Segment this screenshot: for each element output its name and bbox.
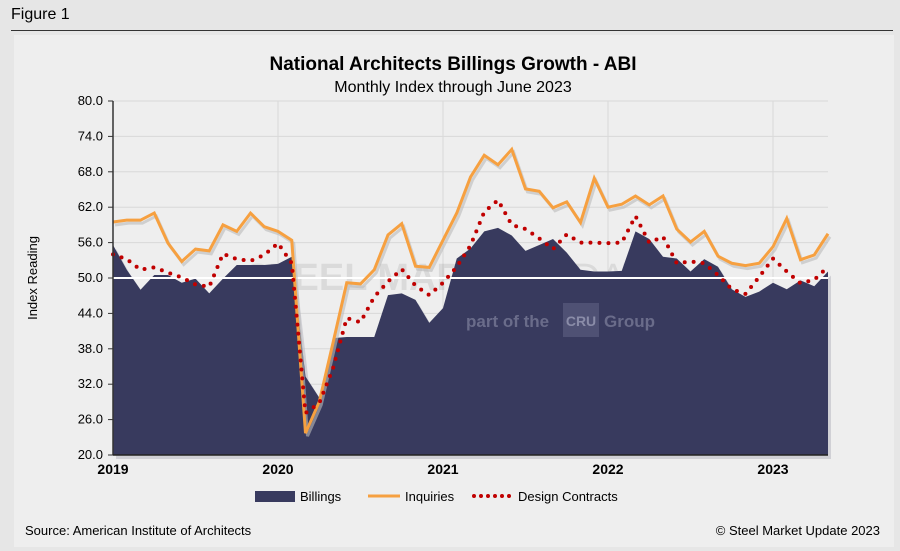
chart-subtitle: Monthly Index through June 2023	[334, 79, 572, 96]
legend-swatch-billings	[255, 491, 295, 502]
legend-label-inquiries: Inquiries	[405, 489, 455, 504]
series-layer	[111, 146, 832, 459]
watermark-group: Group	[604, 312, 655, 331]
watermark-part-of: part of the	[466, 312, 549, 331]
legend-label-billings: Billings	[300, 489, 342, 504]
inquiries-line	[112, 146, 830, 434]
x-tick-label: 2021	[427, 461, 458, 477]
x-tick-labels: 2019 2020 2021 2022 2023	[97, 461, 788, 477]
y-axis-label: Index Reading	[25, 236, 40, 320]
y-tick-label: 20.0	[78, 447, 103, 462]
y-tick-label: 26.0	[78, 412, 103, 427]
y-tick-label: 38.0	[78, 341, 103, 356]
y-tick-label: 62.0	[78, 199, 103, 214]
x-tick-label: 2023	[757, 461, 788, 477]
y-tick-label: 56.0	[78, 235, 103, 250]
y-tick-label: 32.0	[78, 376, 103, 391]
y-tick-label: 80.0	[78, 93, 103, 108]
billings-area	[113, 227, 828, 455]
axes	[108, 100, 828, 456]
legend-label-design-contracts: Design Contracts	[518, 489, 618, 504]
x-tick-label: 2019	[97, 461, 128, 477]
y-tick-label: 50.0	[78, 270, 103, 285]
header-divider	[11, 30, 893, 31]
cru-logo-box	[563, 303, 599, 337]
x-tick-label: 2020	[262, 461, 293, 477]
copyright-note: © Steel Market Update 2023	[716, 523, 880, 538]
x-tick-label: 2022	[592, 461, 623, 477]
y-tick-labels: 80.0 74.0 68.0 62.0 56.0 50.0 44.0 38.0 32.0 26.0…	[78, 93, 103, 462]
chart-title: National Architects Billings Growth - AB…	[269, 54, 636, 75]
y-tick-label: 44.0	[78, 305, 103, 320]
legend: Billings Inquiries Design Contracts	[255, 489, 618, 504]
source-note: Source: American Institute of Architects	[25, 523, 252, 538]
figure-label: Figure 1	[11, 6, 70, 23]
y-tick-label: 68.0	[78, 164, 103, 179]
y-tick-label: 74.0	[78, 128, 103, 143]
design-contracts-line	[111, 197, 830, 417]
cru-logo-text: CRU	[566, 313, 596, 329]
watermark-tagline: part of the CRU Group	[466, 303, 655, 337]
